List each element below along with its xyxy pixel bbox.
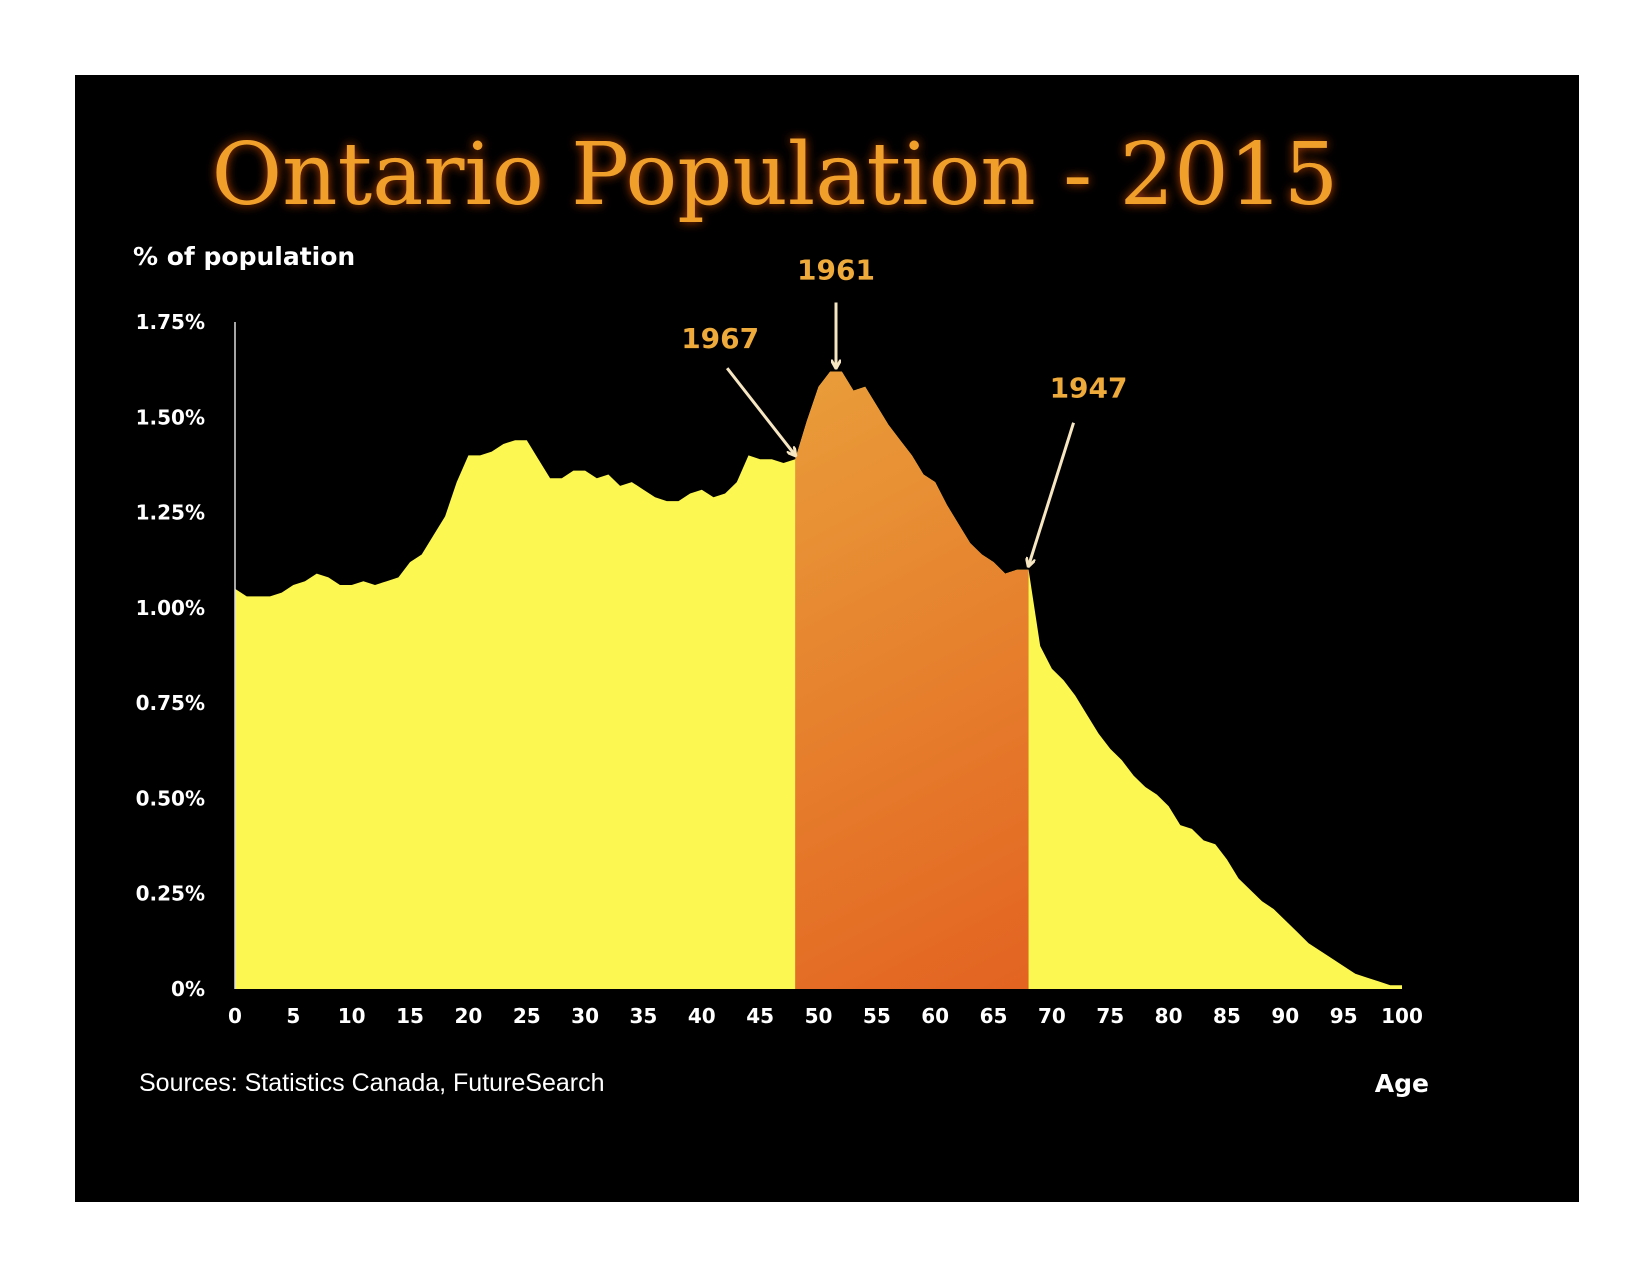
x-tick-label: 70 [1038,1004,1066,1028]
y-tick-label: 1.50% [136,405,205,429]
x-tick-label: 95 [1330,1004,1358,1028]
y-tick-label: 0.75% [136,691,205,715]
x-tick-label: 40 [688,1004,716,1028]
x-tick-label: 0 [228,1004,242,1028]
y-tick-label: 1.25% [136,501,205,525]
source-note: Sources: Statistics Canada, FutureSearch [139,1069,605,1097]
x-tick-label: 35 [630,1004,658,1028]
highlight-band [795,371,1029,989]
y-tick-label: 0% [171,977,205,1001]
x-tick-label: 50 [805,1004,833,1028]
y-tick-label: 1.00% [136,596,205,620]
x-tick-label: 90 [1271,1004,1299,1028]
x-tick-label: 20 [454,1004,482,1028]
x-tick-label: 75 [1096,1004,1124,1028]
chart-title: Ontario Population - 2015 [212,125,1339,225]
x-tick-label: 55 [863,1004,891,1028]
x-tick-label: 80 [1155,1004,1183,1028]
x-tick-label: 100 [1381,1004,1423,1028]
annotation-label-1967: 1967 [681,322,759,355]
x-tick-label: 85 [1213,1004,1241,1028]
x-tick-label: 60 [921,1004,949,1028]
x-tick-label: 5 [286,1004,300,1028]
x-tick-label: 65 [980,1004,1008,1028]
y-axis-label: % of population [133,242,355,271]
slide: Ontario Population - 2015 % of populatio… [75,75,1579,1202]
y-tick-label: 0.50% [136,786,205,810]
x-tick-label: 30 [571,1004,599,1028]
x-axis-label: Age [1375,1069,1429,1098]
y-tick-label: 0.25% [136,882,205,906]
annotation-arrow [725,367,795,455]
x-tick-label: 10 [338,1004,366,1028]
annotation-arrow [1029,422,1075,566]
chart: Ontario Population - 2015 % of populatio… [133,125,1429,1098]
y-tick-label: 1.75% [136,310,205,334]
x-tick-label: 25 [513,1004,541,1028]
annotation-label-1961: 1961 [797,254,875,287]
x-tick-label: 45 [746,1004,774,1028]
annotation-label-1947: 1947 [1050,372,1128,405]
x-tick-label: 15 [396,1004,424,1028]
